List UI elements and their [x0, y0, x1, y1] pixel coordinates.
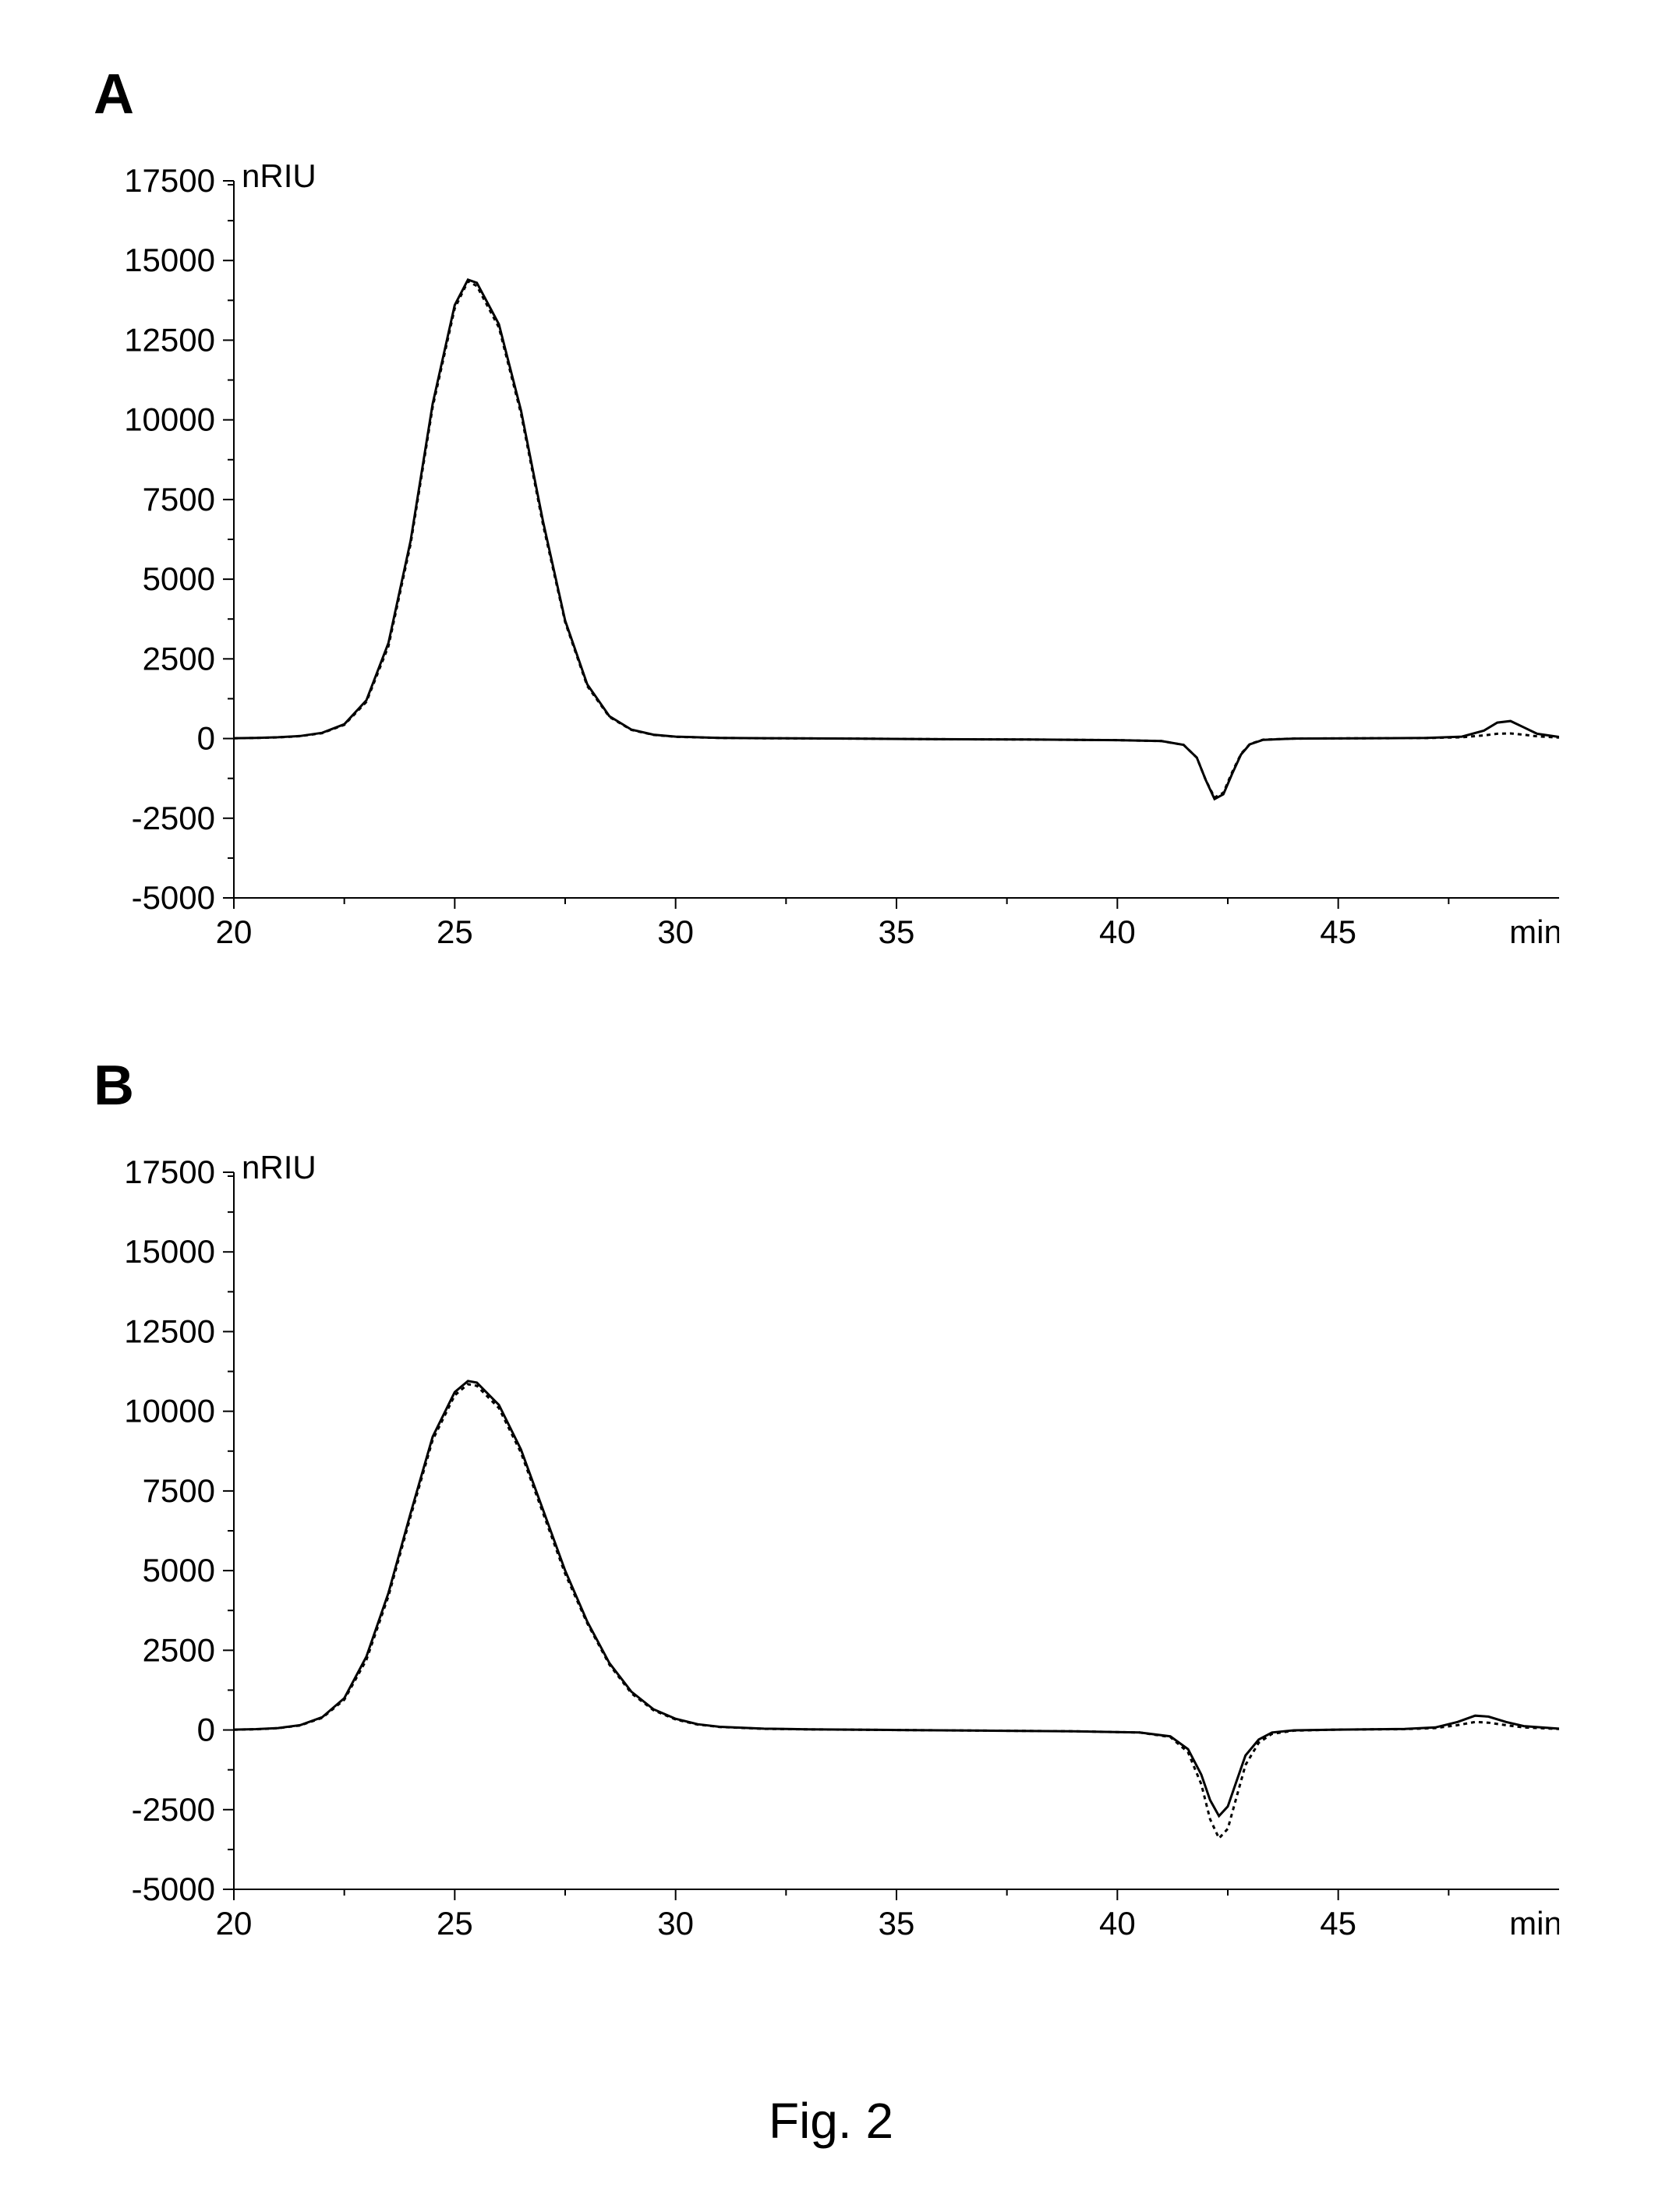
svg-text:25: 25 [437, 913, 473, 950]
svg-text:2500: 2500 [143, 1631, 215, 1668]
svg-text:7500: 7500 [143, 1472, 215, 1509]
svg-text:min: min [1509, 913, 1559, 950]
svg-text:min: min [1509, 1905, 1559, 1942]
svg-text:17500: 17500 [124, 1154, 215, 1190]
svg-text:5000: 5000 [143, 560, 215, 597]
figure-caption: Fig. 2 [78, 2092, 1584, 2150]
svg-text:20: 20 [216, 913, 253, 950]
chart-a-svg: -5000 -2500 0 2500 5000 7500 10000 12500 15000 17… [78, 150, 1559, 1007]
svg-text:35: 35 [879, 913, 915, 950]
svg-text:5000: 5000 [143, 1552, 215, 1588]
svg-text:12500: 12500 [124, 1313, 215, 1349]
svg-text:nRIU: nRIU [242, 157, 316, 194]
svg-text:7500: 7500 [143, 481, 215, 518]
svg-text:-2500: -2500 [132, 1791, 215, 1828]
svg-text:10000: 10000 [124, 1393, 215, 1429]
svg-text:-5000: -5000 [132, 1871, 215, 1907]
svg-text:25: 25 [437, 1905, 473, 1942]
svg-text:0: 0 [197, 720, 215, 757]
panel-b: B -5000 -2500 0 2500 5000 7500 10000 12500 15000… [78, 1054, 1584, 1998]
svg-text:40: 40 [1099, 1905, 1136, 1942]
svg-text:15000: 15000 [124, 242, 215, 278]
chart-b-svg: -5000 -2500 0 2500 5000 7500 10000 12500 15000 17… [78, 1141, 1559, 1998]
svg-text:35: 35 [879, 1905, 915, 1942]
svg-text:45: 45 [1320, 1905, 1356, 1942]
svg-text:30: 30 [657, 913, 694, 950]
svg-text:40: 40 [1099, 913, 1136, 950]
svg-text:30: 30 [657, 1905, 694, 1942]
panel-b-label: B [94, 1054, 1584, 1118]
svg-text:-5000: -5000 [132, 879, 215, 916]
chart-b-container: -5000 -2500 0 2500 5000 7500 10000 12500 15000 17… [78, 1141, 1559, 1998]
svg-text:nRIU: nRIU [242, 1149, 316, 1186]
panel-a: A -5000 -2500 0 2500 5000 7500 10000 12500 15000… [78, 62, 1584, 1007]
svg-text:20: 20 [216, 1905, 253, 1942]
svg-text:2500: 2500 [143, 640, 215, 677]
svg-text:15000: 15000 [124, 1233, 215, 1270]
panel-a-label: A [94, 62, 1584, 126]
svg-text:17500: 17500 [124, 162, 215, 199]
svg-text:12500: 12500 [124, 321, 215, 358]
chart-a-container: -5000 -2500 0 2500 5000 7500 10000 12500 15000 17… [78, 150, 1559, 1007]
svg-text:0: 0 [197, 1712, 215, 1748]
svg-text:10000: 10000 [124, 401, 215, 438]
svg-text:45: 45 [1320, 913, 1356, 950]
svg-text:-2500: -2500 [132, 800, 215, 836]
